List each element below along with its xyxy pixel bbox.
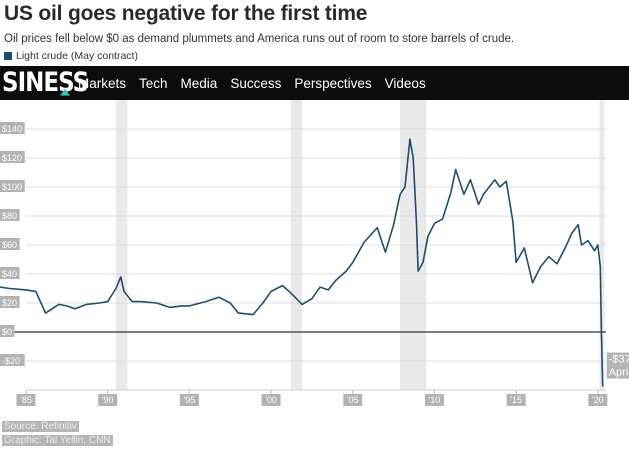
y-tick-label-bg bbox=[0, 209, 20, 221]
navbar: SINESS Markets Tech Media Success Perspe… bbox=[0, 66, 629, 100]
y-tick-label-bg bbox=[0, 267, 20, 279]
y-tick-label: $140 bbox=[2, 124, 22, 134]
page-subtitle: Oil prices fell below $0 as demand plumm… bbox=[4, 33, 515, 45]
y-tick-label: $40 bbox=[2, 269, 17, 279]
site-logo[interactable]: SINESS bbox=[0, 68, 89, 98]
page-title: US oil goes negative for the first time bbox=[4, 2, 368, 25]
logo-triangle-icon bbox=[60, 88, 70, 96]
y-tick-label-bg bbox=[0, 238, 20, 250]
nav-item-media[interactable]: Media bbox=[180, 75, 218, 91]
y-tick-label-bg bbox=[0, 180, 25, 192]
chart-svg: -$20 $0 $20 $40 $60 $80 $100 $120 $140 '85 '90 '95 '… bbox=[0, 100, 629, 406]
y-tick-label: $100 bbox=[2, 182, 22, 192]
source-note: Source: Refinitiv bbox=[2, 421, 79, 432]
nav-item-videos[interactable]: Videos bbox=[384, 75, 426, 91]
x-tick-label: '10 bbox=[429, 395, 441, 405]
x-tick-label-bg bbox=[343, 394, 363, 406]
graphic-credit: Graphic: Tal Yellin, CNN bbox=[2, 435, 113, 446]
y-tick-label: $20 bbox=[2, 298, 17, 308]
x-tick-label-bg bbox=[261, 394, 281, 406]
x-tick-label: '90 bbox=[102, 395, 114, 405]
x-tick-label-bg bbox=[16, 394, 36, 406]
x-tick-label-bg bbox=[179, 394, 199, 406]
x-tick-label: '85 bbox=[20, 395, 32, 405]
x-tick-label-bg bbox=[506, 394, 526, 406]
y-tick-label-bg bbox=[0, 151, 25, 163]
annotation-bg bbox=[606, 352, 629, 366]
x-tick-label: '00 bbox=[265, 395, 277, 405]
chart: -$20 $0 $20 $40 $60 $80 $100 $120 $140 '85 '90 '95 '… bbox=[0, 100, 629, 410]
nav-item-success[interactable]: Success bbox=[230, 75, 282, 91]
chart-legend: Light crude (May contract) bbox=[4, 50, 138, 62]
nav-item-markets[interactable]: Markets bbox=[78, 75, 127, 91]
y-tick-label: $120 bbox=[2, 153, 22, 163]
data-annotation: April 20 bbox=[609, 367, 629, 379]
nav-item-perspectives[interactable]: Perspectives bbox=[294, 75, 372, 91]
x-tick-label: '15 bbox=[510, 395, 522, 405]
y-tick-label-bg bbox=[0, 325, 15, 337]
x-tick-label-bg bbox=[424, 394, 444, 406]
legend-label: Light crude (May contract) bbox=[16, 50, 138, 62]
x-tick-label: '05 bbox=[347, 395, 359, 405]
nav-item-tech[interactable]: Tech bbox=[139, 75, 168, 91]
data-annotation: -$37.63 bbox=[609, 354, 629, 366]
logo-text: SINESS bbox=[2, 68, 89, 98]
series-line bbox=[0, 138, 604, 387]
annotation-bg bbox=[606, 365, 629, 379]
y-tick-label: $0 bbox=[2, 327, 12, 337]
y-tick-label: $80 bbox=[2, 211, 17, 221]
y-tick-label-bg bbox=[0, 296, 20, 308]
x-tick-label-bg bbox=[588, 394, 608, 406]
x-tick-label-bg bbox=[98, 394, 118, 406]
legend-swatch bbox=[4, 52, 12, 60]
x-tick-label: '95 bbox=[184, 395, 196, 405]
y-tick-label: -$20 bbox=[2, 356, 20, 366]
y-tick-label: $60 bbox=[2, 240, 17, 250]
y-tick-label-bg bbox=[0, 354, 25, 366]
x-tick-label: '20 bbox=[592, 395, 604, 405]
y-tick-label-bg bbox=[0, 122, 25, 134]
